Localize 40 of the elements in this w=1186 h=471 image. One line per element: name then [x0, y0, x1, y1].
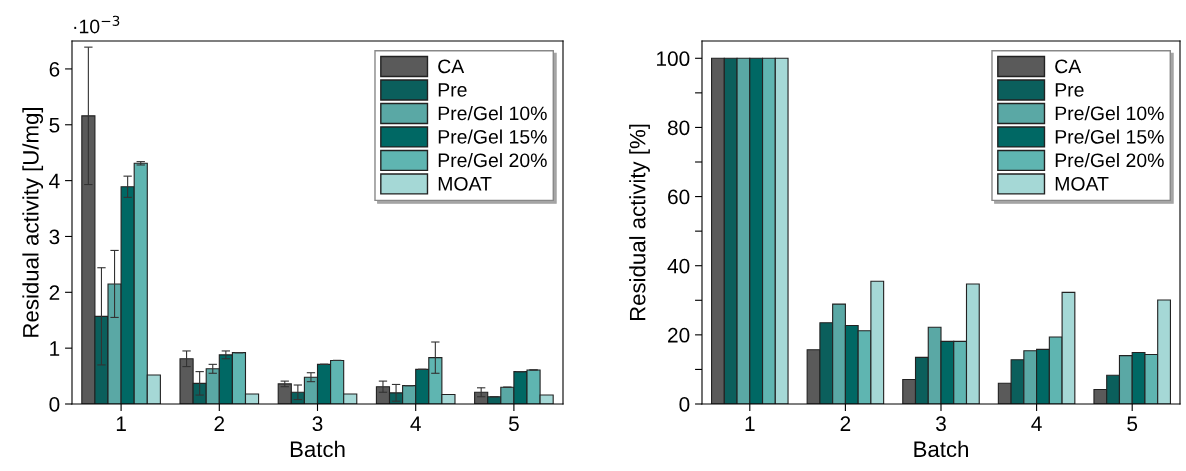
y-tick-label: 4 [49, 173, 60, 189]
y-axis-title: Residual activity [%] [629, 124, 650, 321]
legend-label: Pre/Gel 15% [438, 129, 547, 144]
x-tick-label: 3 [936, 416, 946, 432]
y-tick-label: 3 [49, 229, 60, 245]
legend-label: Pre [1055, 83, 1084, 97]
y-tick-label: 80 [667, 120, 690, 136]
y-tick-label: 0 [49, 397, 60, 412]
legend-label: MOAT [1055, 176, 1109, 191]
y-tick-label: 40 [667, 258, 690, 274]
x-tick-label: 3 [312, 416, 323, 432]
y-tick-label: 0 [679, 397, 690, 412]
x-tick-label: 5 [508, 416, 519, 432]
legend-label: MOAT [438, 176, 492, 191]
x-tick-label: 1 [116, 416, 126, 431]
legend-label: Pre/Gel 10% [1055, 105, 1164, 121]
x-tick-label: 5 [1127, 416, 1138, 432]
legend-label: Pre/Gel 15% [1055, 129, 1164, 144]
text: ·10$^{−3}$ [74, 15, 120, 34]
x-tick-label: 1 [745, 416, 755, 431]
legend-label: Pre/Gel 20% [438, 152, 547, 168]
y-tick-label: 6 [49, 61, 60, 77]
x-tick-label: 4 [410, 416, 421, 431]
x-tick-label: 2 [840, 416, 851, 431]
x-tick-label: 2 [214, 416, 225, 431]
y-tick-label: 1 [50, 341, 60, 356]
y-tick-label: 20 [668, 327, 690, 343]
y-tick-label: 60 [668, 189, 690, 205]
y-tick-label: 5 [49, 117, 60, 133]
legend-label: Pre/Gel 20% [1055, 152, 1164, 168]
x-tick-label: 4 [1031, 416, 1042, 431]
x-axis-title: Batch [914, 440, 968, 458]
y-tick-label: 100 [657, 51, 690, 67]
legend-label: Pre [438, 83, 467, 97]
x-axis-title: Batch [290, 440, 345, 458]
legend-label: CA [438, 59, 465, 74]
y-axis-title: Residual activity [U/mg] [22, 107, 44, 337]
legend-label: Pre/Gel 10% [438, 105, 547, 121]
y-tick-label: 2 [49, 285, 60, 300]
legend-label: CA [1055, 59, 1082, 74]
